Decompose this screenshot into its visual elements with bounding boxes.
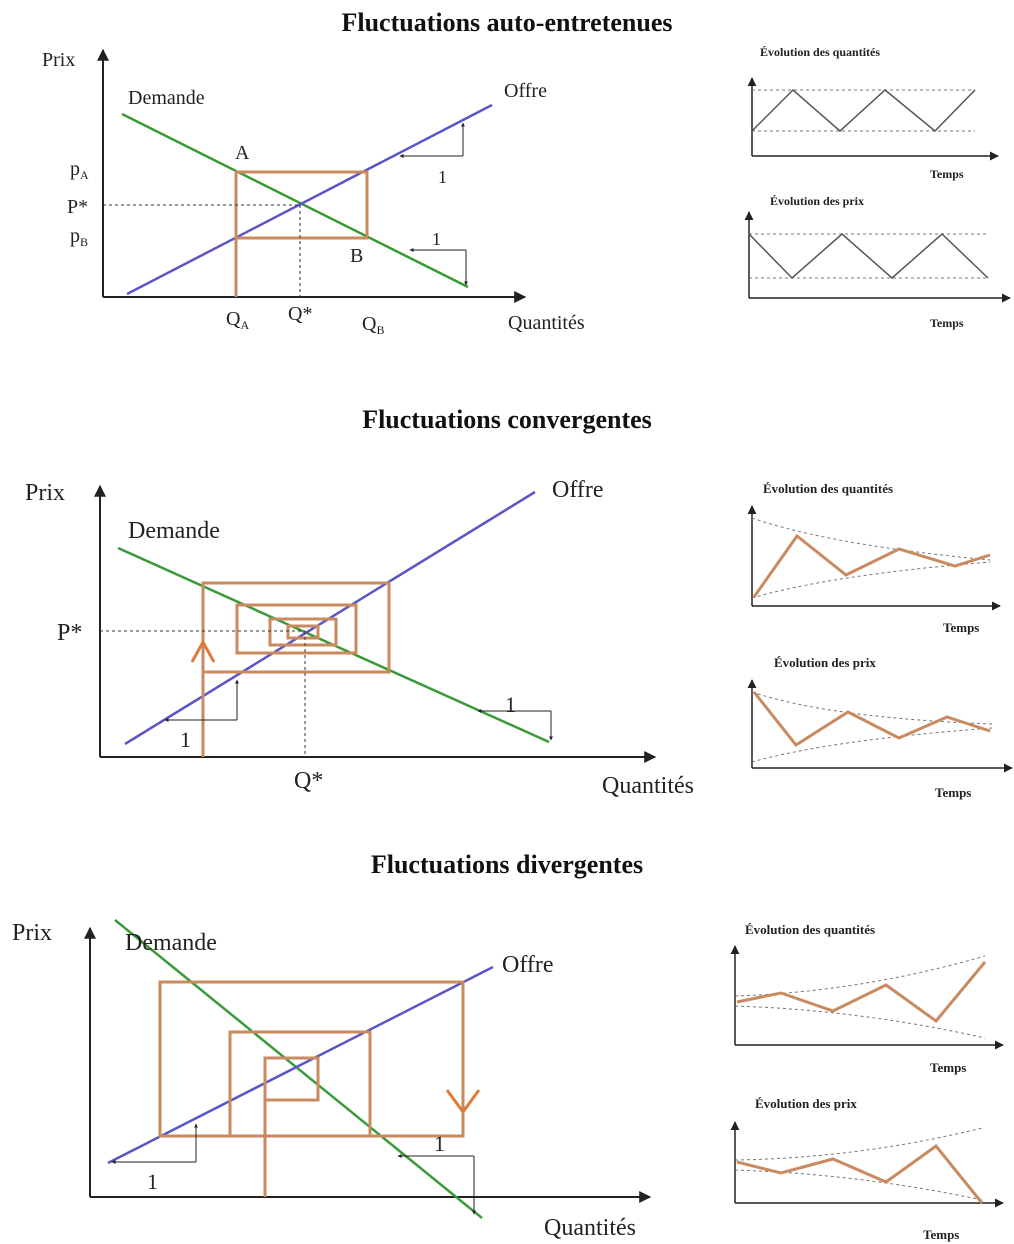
price-tick-pb: pB xyxy=(70,225,88,249)
supply-curve xyxy=(126,103,493,296)
demand-slope-triangle: 1 xyxy=(409,229,468,286)
mini-prices-converging: Évolution des prix Temps xyxy=(747,655,1013,800)
supply-label: Offre xyxy=(502,952,554,978)
title-convergentes: Fluctuations convergentes xyxy=(362,405,652,434)
mini-time-label: Temps xyxy=(923,1227,959,1242)
quantity-tick-equilibrium: Q* xyxy=(288,303,312,325)
y-axis-label: Prix xyxy=(42,49,75,71)
x-axis-label: Quantités xyxy=(544,1215,636,1241)
supply-slope-triangle: 1 xyxy=(164,679,239,752)
mini-time-label: Temps xyxy=(935,785,971,800)
demand-slope-unit: 1 xyxy=(505,692,516,717)
mini-prices-title: Évolution des prix xyxy=(774,655,876,670)
y-axis-label: Prix xyxy=(25,480,65,506)
mini-prices-title: Évolution des prix xyxy=(770,194,864,208)
mini-quantities-auto: Évolution des quantités Temps xyxy=(747,45,999,181)
demand-label: Demande xyxy=(125,930,217,956)
point-a-label: A xyxy=(235,142,250,164)
supply-label: Offre xyxy=(552,477,604,503)
mini-time-label: Temps xyxy=(943,620,979,635)
supply-slope-unit: 1 xyxy=(180,727,191,752)
quantity-tick-qa: QA xyxy=(226,308,249,332)
supply-label: Offre xyxy=(504,80,547,102)
up-arrow-icon xyxy=(190,638,216,663)
mini-quantities-converging: Évolution des quantités Temps xyxy=(747,481,1001,635)
demand-curve xyxy=(114,919,483,1219)
down-arrow-icon xyxy=(445,1089,481,1115)
mini-quantities-diverging: Évolution des quantités Temps xyxy=(730,922,1004,1075)
mini-time-label: Temps xyxy=(930,1060,966,1075)
supply-slope-triangle: 1 xyxy=(399,122,465,187)
mini-quantities-title: Évolution des quantités xyxy=(745,922,875,937)
svg-text:pA: pA xyxy=(70,158,89,182)
cobweb-diverging xyxy=(158,980,465,1197)
demand-slope-unit: 1 xyxy=(434,1131,445,1156)
quantity-tick-equilibrium: Q* xyxy=(294,768,323,794)
x-axis-label: Quantités xyxy=(602,773,694,799)
demand-curve xyxy=(121,112,469,289)
mini-prices-title: Évolution des prix xyxy=(755,1096,857,1111)
demand-slope-triangle: 1 xyxy=(477,692,553,741)
demand-label: Demande xyxy=(128,87,205,109)
mini-time-label: Temps xyxy=(930,167,964,181)
svg-text:pB: pB xyxy=(70,225,88,249)
mini-quantities-title: Évolution des quantités xyxy=(760,45,880,59)
supply-slope-unit: 1 xyxy=(147,1169,158,1194)
demand-label: Demande xyxy=(128,518,220,544)
supply-curve xyxy=(107,965,494,1165)
mini-quantities-title: Évolution des quantités xyxy=(763,481,893,496)
svg-text:QB: QB xyxy=(362,313,384,337)
svg-text:QA: QA xyxy=(226,308,249,332)
price-tick-equilibrium: P* xyxy=(57,620,82,646)
cobweb-converging xyxy=(201,581,391,757)
point-b-label: B xyxy=(350,245,363,267)
mini-prices-diverging: Évolution des prix Temps xyxy=(730,1096,1004,1242)
price-tick-equilibrium: P* xyxy=(67,196,88,218)
section-auto-entretenues: Prix Quantités Demande Offre A B pA P* p… xyxy=(42,45,1011,337)
mini-time-label: Temps xyxy=(930,316,964,330)
title-divergentes: Fluctuations divergentes xyxy=(370,850,644,879)
quantity-tick-qb: QB xyxy=(362,313,384,337)
supply-slope-triangle: 1 xyxy=(111,1123,198,1194)
demand-slope-unit: 1 xyxy=(432,229,441,249)
mini-prices-auto: Évolution des prix Temps xyxy=(744,194,1011,330)
title-auto-entretenues: Fluctuations auto-entretenues xyxy=(341,8,673,37)
demand-slope-triangle: 1 xyxy=(397,1131,476,1215)
supply-slope-unit: 1 xyxy=(438,167,447,187)
price-tick-pa: pA xyxy=(70,158,89,182)
section-convergentes: Prix Quantités Demande Offre P* Q* 1 xyxy=(25,477,1013,800)
y-axis-label: Prix xyxy=(12,920,52,946)
section-divergentes: Prix Quantités Demande Offre 1 1 xyxy=(12,919,1004,1242)
x-axis-label: Quantités xyxy=(508,312,585,334)
